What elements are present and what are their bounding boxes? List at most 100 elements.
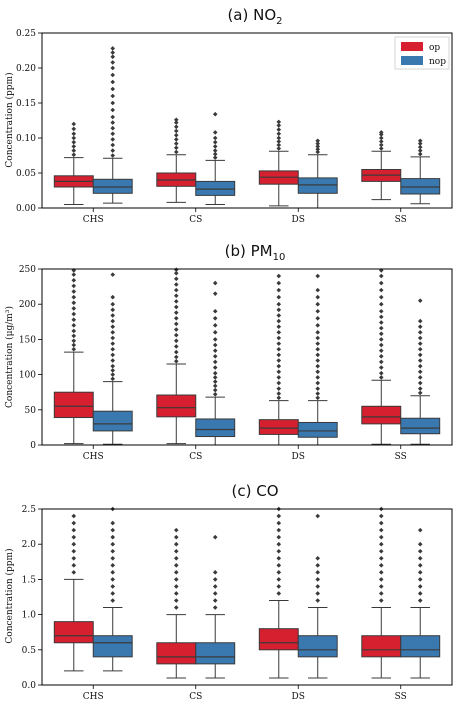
plot-area: 0.0 0.5 1.0 1.5 2.0 2.5 CHS CS DS SS [22, 505, 453, 702]
outlier-point [71, 294, 77, 300]
outlier-point [173, 332, 179, 338]
outlier-point [276, 142, 282, 148]
outlier-point [110, 520, 116, 526]
outlier-point [276, 307, 282, 313]
outlier-point [173, 276, 179, 282]
outlier-point [173, 358, 179, 364]
outlier-point [173, 120, 179, 125]
outlier-point [173, 299, 179, 304]
outlier-point [315, 577, 321, 582]
outlier-point [417, 352, 423, 358]
outlier-point [276, 584, 282, 589]
outlier-point [71, 570, 77, 575]
outlier-point [417, 341, 423, 346]
outlier-point [212, 348, 218, 353]
outlier-point [378, 287, 384, 293]
outlier-point [173, 548, 179, 554]
outlier-point [110, 570, 116, 575]
x-tick-label: CHS [83, 452, 104, 462]
outlier-point [378, 294, 384, 300]
outlier-point [378, 555, 384, 561]
plot-frame [41, 508, 453, 686]
outlier-point [173, 124, 179, 130]
y-tick-label: 150 [19, 335, 36, 345]
outlier-point [173, 287, 179, 293]
outlier-point [110, 272, 116, 277]
outlier-point [71, 541, 77, 547]
outlier-point [276, 386, 282, 391]
outlier-point [110, 335, 116, 341]
outlier-point [212, 584, 218, 589]
outlier-point [378, 359, 384, 365]
outlier-point [276, 577, 282, 582]
outlier-point [276, 341, 282, 346]
outlier-point [276, 313, 282, 318]
outlier-point [71, 148, 77, 153]
outlier-point [315, 341, 321, 346]
outlier-point [71, 534, 77, 540]
outlier-point [276, 139, 282, 144]
outlier-point [378, 577, 384, 582]
outlier-point [315, 570, 321, 575]
outlier-point [276, 352, 282, 358]
outlier-point [417, 151, 423, 157]
outlier-point [110, 330, 116, 335]
outlier-point [315, 513, 321, 519]
y-tick-label: 0.20 [16, 64, 36, 74]
outlier-point [276, 330, 282, 335]
outlier-point [110, 301, 116, 307]
x-tick-label: SS [395, 215, 407, 225]
outlier-point [71, 306, 77, 311]
outlier-point [315, 386, 321, 391]
outlier-point [276, 294, 282, 300]
outlier-point [110, 363, 116, 369]
outlier-point [173, 349, 179, 355]
outlier-point [315, 144, 321, 149]
outlier-point [276, 520, 282, 526]
outlier-point [110, 368, 116, 373]
outlier-point [276, 375, 282, 380]
outlier-point [173, 570, 179, 575]
outlier-point [173, 137, 179, 142]
outlier-point [276, 527, 282, 533]
outlier-point [173, 563, 179, 568]
box-nop [92, 410, 133, 432]
outlier-point [212, 323, 218, 328]
outlier-point [173, 282, 179, 287]
outlier-point [417, 577, 423, 582]
outlier-point [378, 308, 384, 314]
outlier-point [378, 337, 384, 342]
outlier-point [71, 323, 77, 328]
outlier-point [173, 591, 179, 596]
legend-swatch-nop [401, 56, 423, 65]
x-tick-label: CHS [83, 215, 104, 225]
panel-title: (c) CO [232, 482, 279, 500]
outlier-point [71, 527, 77, 533]
outlier-point [417, 570, 423, 575]
outlier-point [315, 358, 321, 363]
outlier-point [315, 591, 321, 596]
outlier-point [212, 308, 218, 314]
outlier-point [315, 395, 321, 401]
outlier-point [378, 534, 384, 540]
x-tick-label: DS [292, 215, 305, 225]
outlier-point [110, 120, 116, 125]
outlier-point [276, 358, 282, 363]
panel-no2: (a) NO2 Concentration (ppm) 0.00 0.05 0.10… [4, 6, 453, 225]
outlier-point [212, 577, 218, 582]
y-tick-label: 250 [19, 265, 36, 275]
outlier-point [315, 301, 321, 307]
outlier-point [276, 324, 282, 330]
outlier-point [110, 65, 116, 71]
outlier-point [110, 294, 116, 300]
outlier-point [276, 131, 282, 137]
outlier-point [173, 555, 179, 561]
outlier-point [315, 335, 321, 341]
outlier-point [110, 307, 116, 313]
outlier-point [71, 139, 77, 145]
outlier-point [212, 598, 218, 603]
box-nop [400, 178, 441, 195]
outlier-point [212, 365, 218, 370]
outlier-point [173, 293, 179, 299]
outlier-point [173, 310, 179, 315]
